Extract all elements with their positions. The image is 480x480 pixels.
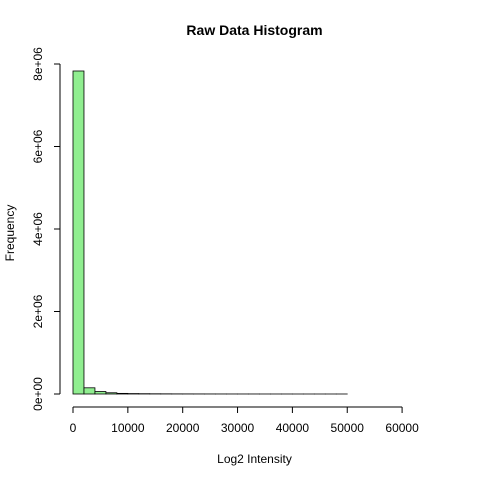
chart-title: Raw Data Histogram xyxy=(186,22,322,38)
histogram-bars xyxy=(72,70,348,395)
histogram-bar xyxy=(105,392,118,395)
histogram-bar xyxy=(83,387,96,395)
histogram-bar xyxy=(94,391,107,395)
x-axis: 0 10000 20000 30000 40000 50000 60000 xyxy=(70,406,419,435)
x-tick-label: 40000 xyxy=(276,421,310,435)
x-tick-label: 50000 xyxy=(331,421,365,435)
histogram-bar xyxy=(116,392,129,395)
y-axis-label: Frequency xyxy=(3,205,17,262)
y-tick-label: 4e+06 xyxy=(31,212,45,246)
y-tick-label: 8e+06 xyxy=(31,47,45,81)
y-tick-label: 6e+06 xyxy=(31,129,45,163)
x-tick-label: 30000 xyxy=(221,421,255,435)
x-axis-label: Log2 Intensity xyxy=(217,452,292,466)
y-tick-label: 2e+06 xyxy=(31,294,45,328)
histogram-bar xyxy=(72,70,85,395)
x-tick-label: 20000 xyxy=(166,421,200,435)
y-axis: 0e+00 2e+06 4e+06 6e+06 8e+06 xyxy=(31,47,61,411)
x-tick-label: 60000 xyxy=(385,421,419,435)
y-tick-label: 0e+00 xyxy=(31,377,45,411)
x-tick-label: 10000 xyxy=(111,421,145,435)
x-tick-label: 0 xyxy=(70,421,77,435)
